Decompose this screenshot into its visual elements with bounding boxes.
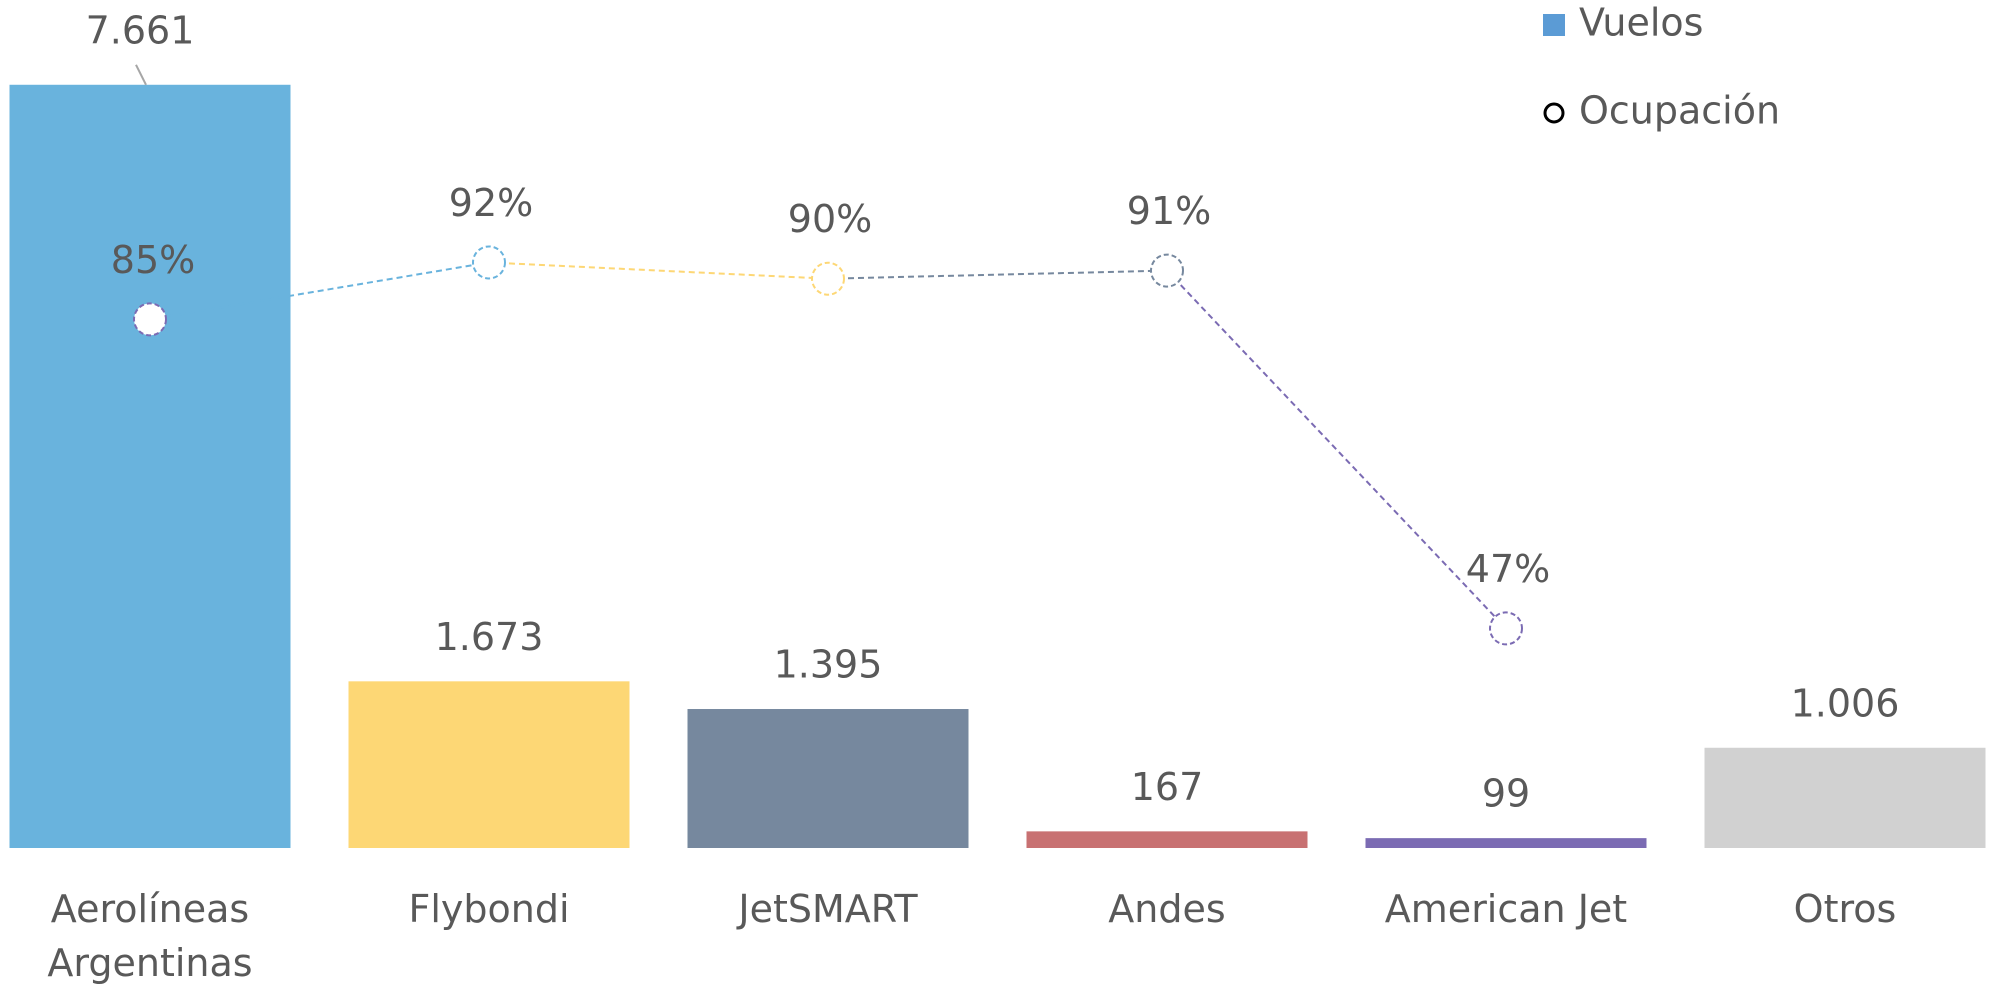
x-tick-label: Aerolíneas Argentinas [47, 887, 253, 985]
data-label: 47% [1466, 547, 1550, 591]
data-label: 90% [788, 197, 872, 241]
bar [348, 681, 630, 848]
data-label: 92% [449, 181, 533, 225]
bar [1704, 747, 1986, 848]
x-tick-label: Flybondi [408, 887, 570, 931]
legend-swatch [1543, 14, 1565, 36]
marker [1489, 611, 1523, 646]
x-tick-label: American Jet [1384, 887, 1628, 931]
bar [1026, 831, 1308, 848]
legend-label: Vuelos [1579, 1, 1703, 45]
data-label: 167 [1131, 765, 1204, 809]
data-label: 1.006 [1791, 681, 1900, 725]
data-label: 99 [1482, 772, 1530, 816]
marker [472, 245, 506, 280]
legend-label: Ocupación [1579, 89, 1780, 133]
marker [1150, 253, 1184, 288]
data-label: 85% [111, 238, 195, 282]
x-tick-label: Andes [1108, 887, 1226, 931]
data-label: 1.673 [435, 615, 544, 659]
x-tick-label: Otros [1793, 887, 1897, 931]
bar [9, 84, 291, 848]
legend-swatch [1543, 102, 1565, 124]
line-segment [149, 261, 490, 321]
line-segment [827, 269, 1168, 280]
bar [1365, 838, 1647, 848]
marker [811, 261, 845, 296]
line-segment [488, 261, 829, 280]
data-label: 1.395 [774, 643, 883, 687]
bar [687, 709, 969, 848]
data-label: 91% [1127, 189, 1211, 233]
data-label: 7.661 [86, 8, 195, 52]
marker [133, 302, 167, 337]
line-segment [1166, 269, 1507, 630]
x-tick-label: JetSMART [738, 887, 918, 931]
leader-line [135, 64, 147, 86]
